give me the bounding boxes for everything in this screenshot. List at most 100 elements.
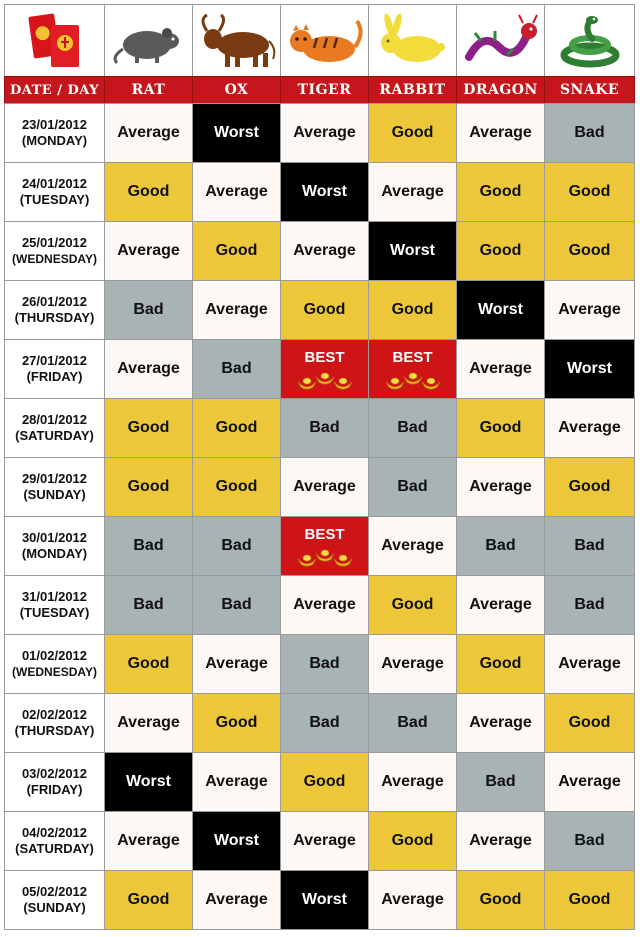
rating-cell: Bad bbox=[544, 575, 635, 635]
day-text: (FRIDAY) bbox=[26, 782, 83, 797]
rating-text: Good bbox=[127, 478, 170, 495]
tiger-icon bbox=[289, 19, 362, 62]
rating-cell: Average bbox=[280, 221, 369, 281]
date-text: 02/02/2012 bbox=[21, 707, 88, 722]
rating-cell: Bad bbox=[544, 811, 635, 871]
day-text: (TUESDAY) bbox=[19, 192, 90, 207]
rabbit-icon bbox=[380, 12, 445, 62]
rating-cell: Average bbox=[456, 457, 545, 517]
rating-text: Good bbox=[568, 242, 611, 259]
rating-text: Worst bbox=[301, 183, 348, 200]
date-text: 29/01/2012 bbox=[21, 471, 88, 486]
rating-cell: Average bbox=[192, 870, 281, 930]
rating-text: Good bbox=[568, 891, 611, 908]
day-text: (SUNDAY) bbox=[23, 900, 86, 915]
rating-cell: Average bbox=[544, 752, 635, 812]
rating-cell: Bad bbox=[456, 752, 545, 812]
date-day-header-label: DATE / DAY bbox=[9, 82, 100, 98]
rating-text: Bad bbox=[133, 596, 164, 613]
rating-cell: Average bbox=[280, 103, 369, 163]
rating-cell: Good bbox=[104, 162, 193, 222]
rating-text: Good bbox=[127, 419, 170, 436]
rating-text: Average bbox=[469, 596, 532, 613]
sign-header-dragon: DRAGON bbox=[456, 76, 545, 104]
date-text: 05/02/2012 bbox=[21, 884, 88, 899]
rating-cell: Worst bbox=[368, 221, 457, 281]
gold-ingot-icon bbox=[297, 549, 352, 566]
sign-icon-cell-snake bbox=[544, 4, 635, 77]
snake-icon bbox=[560, 15, 619, 67]
rating-cell: Worst bbox=[192, 811, 281, 871]
rating-cell: Bad bbox=[192, 575, 281, 635]
rating-text: Bad bbox=[221, 596, 252, 613]
rating-cell: Average bbox=[280, 457, 369, 517]
rating-text: Average bbox=[469, 478, 532, 495]
rating-cell: Average bbox=[368, 870, 457, 930]
rating-cell: Average bbox=[192, 752, 281, 812]
rating-text: BEST bbox=[304, 348, 345, 366]
rating-cell: Good bbox=[544, 693, 635, 753]
date-cell: 01/02/2012 (WEDNESDAY) bbox=[4, 634, 105, 694]
rat-icon bbox=[113, 27, 179, 64]
rating-text: Good bbox=[568, 183, 611, 200]
rating-cell: Good bbox=[456, 398, 545, 458]
sign-icon-cell-tiger bbox=[280, 4, 369, 77]
day-text: (SATURDAY) bbox=[15, 428, 94, 443]
date-text: 23/01/2012 bbox=[21, 117, 88, 132]
date-text: 26/01/2012 bbox=[21, 294, 88, 309]
rating-cell: Worst bbox=[544, 339, 635, 399]
date-cell: 30/01/2012 (MONDAY) bbox=[4, 516, 105, 576]
rating-text: Worst bbox=[566, 360, 613, 377]
date-text: 04/02/2012 bbox=[21, 825, 88, 840]
sign-icon-cell-rabbit bbox=[368, 4, 457, 77]
rating-cell: Good bbox=[368, 280, 457, 340]
rating-cell: Average bbox=[456, 339, 545, 399]
date-cell: 26/01/2012 (THURSDAY) bbox=[4, 280, 105, 340]
rating-cell: Average bbox=[280, 575, 369, 635]
sign-icon-cell-ox bbox=[192, 4, 281, 77]
date-cell: 23/01/2012 (MONDAY) bbox=[4, 103, 105, 163]
rating-cell: Bad bbox=[192, 516, 281, 576]
sign-header-label: RABBIT bbox=[379, 82, 446, 98]
date-text: 27/01/2012 bbox=[21, 353, 88, 368]
rating-text: Average bbox=[117, 714, 180, 731]
date-day-header: DATE / DAY bbox=[4, 76, 105, 104]
rating-text: Average bbox=[469, 832, 532, 849]
rating-text: Bad bbox=[309, 714, 340, 731]
rating-cell: Average bbox=[368, 162, 457, 222]
rating-cell: Average bbox=[280, 811, 369, 871]
date-cell: 27/01/2012 (FRIDAY) bbox=[4, 339, 105, 399]
rating-text: Average bbox=[558, 301, 621, 318]
rating-cell: Worst bbox=[104, 752, 193, 812]
rating-cell: Good bbox=[544, 221, 635, 281]
rating-text: Bad bbox=[309, 419, 340, 436]
rating-text: Bad bbox=[574, 124, 605, 141]
rating-text: Bad bbox=[221, 537, 252, 554]
rating-text: Average bbox=[293, 478, 356, 495]
sign-header-label: OX bbox=[224, 82, 249, 98]
day-text: (SATURDAY) bbox=[15, 841, 94, 856]
rating-text: Good bbox=[127, 891, 170, 908]
rating-cell: Bad bbox=[544, 516, 635, 576]
rating-text: Average bbox=[558, 419, 621, 436]
rating-cell: Average bbox=[104, 221, 193, 281]
rating-cell: Good bbox=[192, 221, 281, 281]
rating-cell: Good bbox=[368, 575, 457, 635]
day-text: (THURSDAY) bbox=[14, 723, 95, 738]
date-cell: 05/02/2012 (SUNDAY) bbox=[4, 870, 105, 930]
rating-text: Good bbox=[479, 891, 522, 908]
rating-cell: Average bbox=[368, 634, 457, 694]
rating-cell: Bad bbox=[368, 693, 457, 753]
rating-cell: Good bbox=[456, 634, 545, 694]
rating-cell: Average bbox=[456, 103, 545, 163]
rating-cell: Good bbox=[192, 457, 281, 517]
rating-text: Bad bbox=[133, 537, 164, 554]
sign-header-label: TIGER bbox=[297, 82, 352, 98]
rating-text: Average bbox=[205, 655, 268, 672]
rating-text: Good bbox=[127, 183, 170, 200]
rating-cell: Bad bbox=[456, 516, 545, 576]
sign-header-snake: SNAKE bbox=[544, 76, 635, 104]
rating-text: BEST bbox=[304, 525, 345, 543]
rating-text: Average bbox=[469, 360, 532, 377]
rating-text: Bad bbox=[574, 596, 605, 613]
